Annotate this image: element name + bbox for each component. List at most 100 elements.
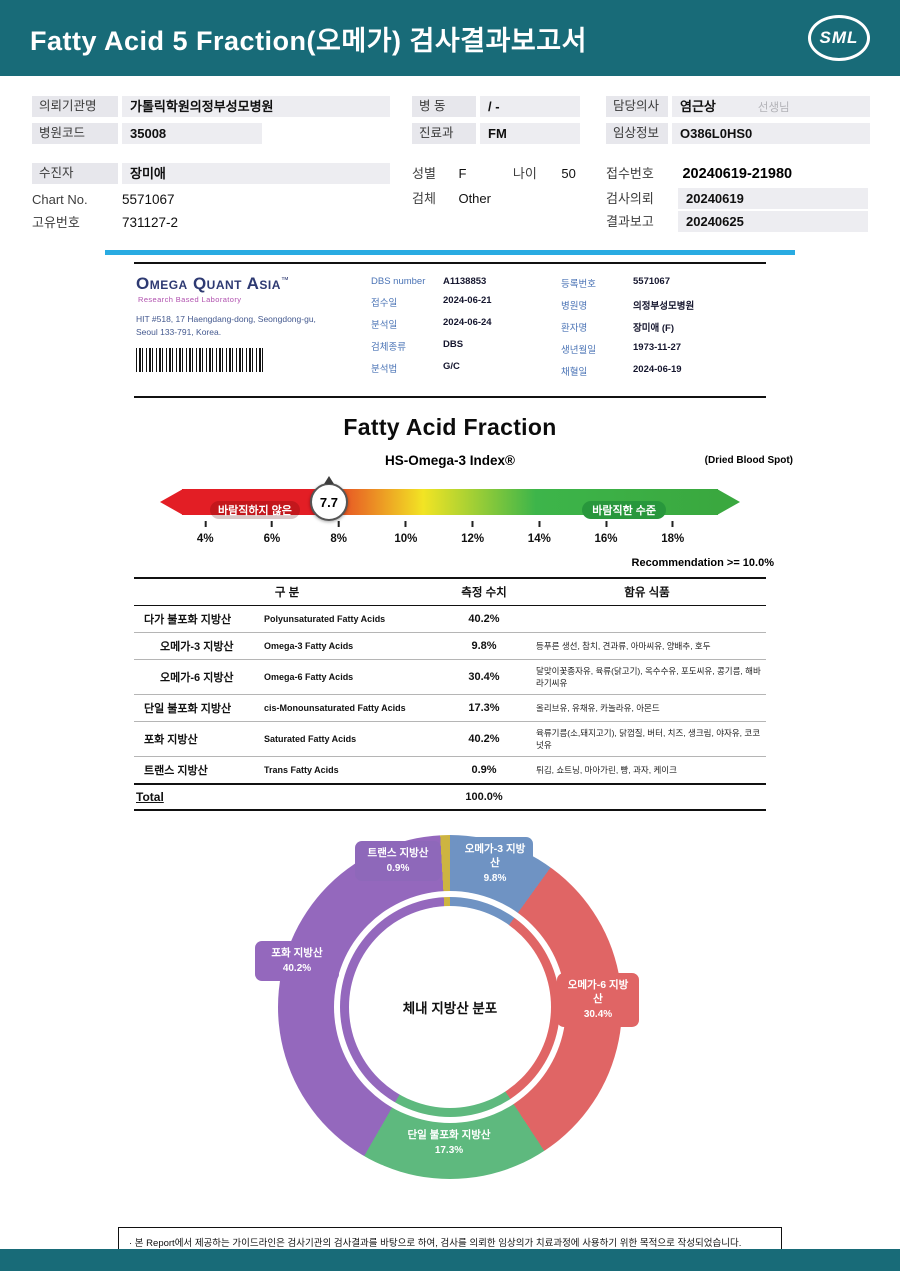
index-note: (Dried Blood Spot)	[704, 455, 793, 466]
category-kr: 오메가-6 지방산	[134, 659, 262, 695]
org-label: 의뢰기관명	[32, 96, 118, 117]
total-value: 100.0%	[440, 783, 528, 810]
col-header-foods: 함유 식품	[528, 578, 766, 606]
report-date-value: 20240625	[678, 211, 868, 232]
page-title: Fatty Acid 5 Fraction(오메가) 검사결과보고서	[30, 25, 587, 56]
empty-cell	[262, 783, 440, 810]
field-value: 2024-06-21	[443, 295, 492, 306]
category-kr: 다가 불포화 지방산	[134, 605, 262, 633]
blue-divider	[105, 250, 795, 255]
food-sources: 등푸른 생선, 참치, 견과류, 아마씨유, 양배추, 호두	[528, 632, 766, 660]
clinical-info-label: 임상정보	[606, 123, 668, 144]
food-sources: 달맞이꽃종자유, 육류(닭고기), 옥수수유, 포도씨유, 콩기름, 해바라기씨…	[528, 659, 766, 695]
segment-value: 17.3%	[434, 1145, 464, 1157]
donut-center-label: 체내 지방산 분포	[349, 906, 551, 1108]
field-label: 등록번호	[561, 279, 596, 290]
field-row: 생년월일 1973-11-27	[561, 342, 762, 356]
chart-no-label: Chart No.	[32, 192, 88, 207]
segment-label-saturated-fat: 포화 지방산 40.2%	[255, 941, 339, 981]
table-row: 오메가-3 지방산 Omega-3 Fatty Acids 9.8% 등푸른 생…	[134, 632, 766, 660]
tick-mark	[471, 521, 474, 527]
sex-value: F	[458, 166, 467, 181]
tick: 4%	[197, 521, 214, 547]
trademark-mark: ™	[280, 275, 289, 285]
field-label: 검체종류	[371, 342, 406, 353]
report-date-label: 결과보고	[606, 214, 654, 229]
category-kr: 포화 지방산	[134, 721, 262, 757]
table-row: 트랜스 지방산 Trans Fatty Acids 0.9% 튀김, 쇼트닝, …	[134, 756, 766, 785]
lab-tagline: Research Based Laboratory	[138, 295, 242, 304]
field-value: 1973-11-27	[633, 342, 682, 353]
specimen-fields: DBS number A1138853 접수일 2024-06-21 분석일 2024…	[371, 274, 561, 386]
tick: 8%	[330, 521, 347, 547]
food-sources	[528, 605, 766, 633]
measured-value: 40.2%	[440, 721, 528, 757]
doctor-name: 염근상	[680, 99, 716, 114]
measured-value: 17.3%	[440, 694, 528, 722]
field-value: 2024-06-24	[443, 317, 492, 328]
tick: 18%	[661, 521, 684, 547]
uid-label: 고유번호	[32, 215, 80, 230]
sml-logo-text: SML	[819, 28, 859, 47]
field-row: 검체종류 DBS	[371, 339, 561, 353]
gauge-undesirable-label: 바람직하지 않은	[210, 501, 300, 519]
specimen-row: 검체 Other	[412, 188, 491, 209]
age-value: 50	[561, 166, 576, 181]
dept-label: 진료과	[412, 123, 476, 144]
segment-value: 40.2%	[282, 963, 312, 975]
field-label: 접수일	[371, 298, 398, 309]
measured-value: 0.9%	[440, 756, 528, 785]
tick-mark	[538, 521, 541, 527]
segment-label-trans-fat: 트랜스 지방산 0.9%	[355, 841, 441, 881]
request-date-value: 20240619	[678, 188, 868, 209]
segment-label-monounsaturated-fat: 단일 불포화 지방산 17.3%	[393, 1123, 505, 1163]
fraction-table: 구 분 측정 수치 함유 식품 다가 불포화 지방산 Polyunsaturat…	[134, 577, 766, 811]
tick-label: 14%	[527, 533, 551, 545]
omega3-index-gauge: 바람직하지 않은 바람직한 수준 7.7 4% 6% 8% 10% 12% 14…	[160, 476, 740, 557]
doctor-value: 염근상 선생님	[672, 96, 870, 117]
field-label: 분석법	[371, 364, 398, 375]
field-label: 병원명	[561, 301, 588, 312]
food-sources: 올리브유, 유채유, 카놀라유, 아몬드	[528, 694, 766, 722]
tick-label: 10%	[394, 533, 418, 545]
lab-address-line1: HIT #518, 17 Haengdang-dong, Seongdong-g…	[136, 314, 316, 324]
clinical-info-value: O386L0HS0	[672, 123, 870, 144]
tick: 12%	[461, 521, 484, 547]
tick-label: 16%	[594, 533, 618, 545]
empty-cell	[528, 783, 766, 810]
gauge-value: 7.7	[319, 494, 338, 510]
doctor-label: 담당의사	[606, 96, 668, 117]
category-en: Omega-6 Fatty Acids	[262, 659, 440, 695]
field-value: A1138853	[443, 276, 487, 287]
table-total-row: Total 100.0%	[134, 783, 766, 810]
donut-inner-ring: 체내 지방산 분포	[340, 897, 560, 1117]
ward-label: 병 동	[412, 96, 476, 117]
lab-logo: Omega Quant Asia™ Research Based Laborat…	[136, 274, 371, 304]
table-row: 다가 불포화 지방산 Polyunsaturated Fatty Acids 4…	[134, 605, 766, 633]
field-row: 환자명 장미애 (F)	[561, 320, 762, 334]
barcode	[136, 347, 264, 372]
tick: 10%	[394, 521, 417, 547]
uid-value: 731127-2	[122, 215, 179, 230]
bottom-bar	[0, 1249, 900, 1271]
hospital-code-label: 병원코드	[32, 123, 118, 144]
gauge-desirable-label: 바람직한 수준	[582, 501, 666, 519]
col-header-category: 구 분	[134, 578, 440, 606]
tick-label: 4%	[196, 533, 214, 545]
field-value: G/C	[443, 361, 460, 372]
segment-name: 오메가-3 지방산	[464, 843, 526, 870]
measured-value: 30.4%	[440, 659, 528, 695]
donut-white-gap: 체내 지방산 분포	[334, 891, 566, 1123]
segment-value: 30.4%	[583, 1009, 613, 1021]
sex-age-row: 성별 F 나이 50	[412, 163, 576, 184]
category-en: Polyunsaturated Fatty Acids	[262, 605, 440, 633]
field-label: 채혈일	[561, 367, 588, 378]
gauge-marker: 7.7	[309, 476, 348, 521]
tick-mark	[270, 521, 273, 527]
registration-fields: 등록번호 5571067 병원명 의정부성모병원 환자명 장미애 (F) 생년월일 19…	[561, 274, 762, 386]
tick: 14%	[528, 521, 551, 547]
gauge-scale: 4% 6% 8% 10% 12% 14% 16% 18%	[160, 521, 740, 549]
segment-name: 오메가-6 지방산	[567, 979, 629, 1006]
field-row: 병원명 의정부성모병원	[561, 298, 762, 312]
